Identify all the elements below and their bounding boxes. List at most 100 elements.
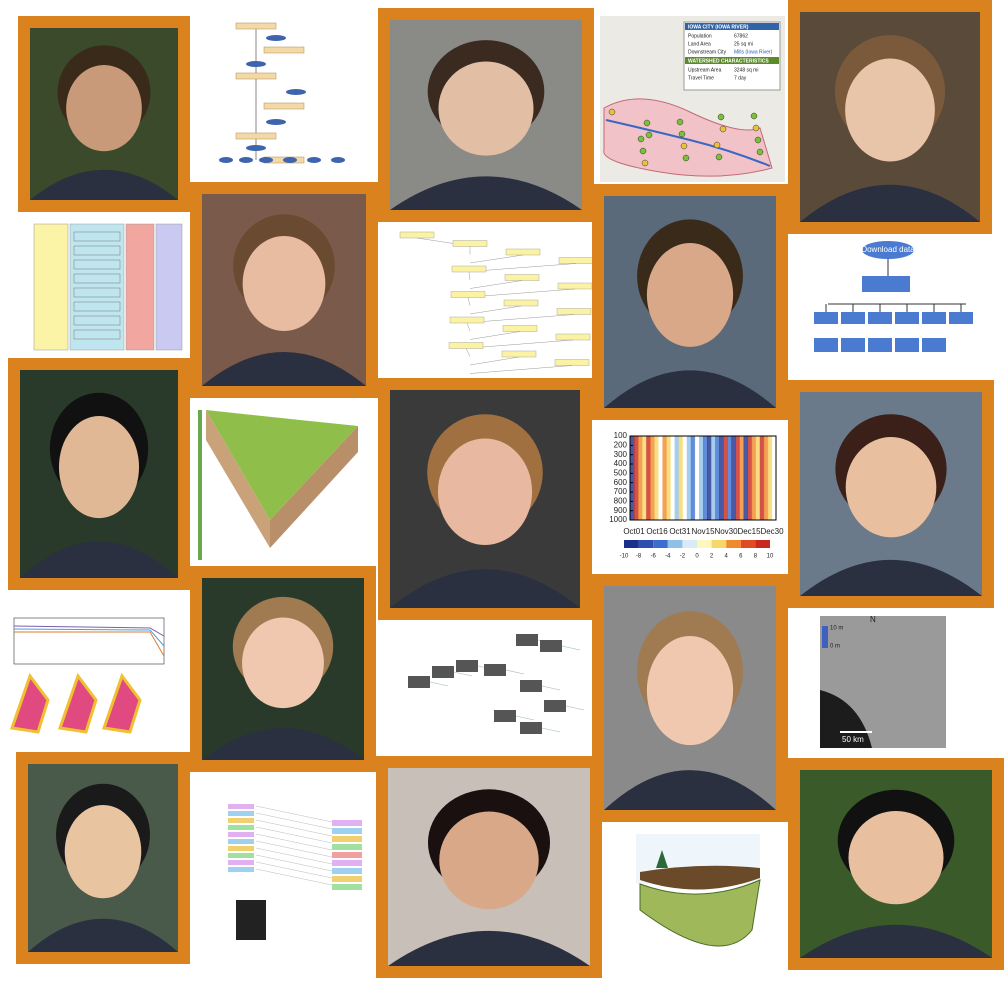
gauge: [717, 113, 725, 121]
step: [228, 832, 254, 837]
label: -10: [620, 554, 629, 560]
column: [125, 223, 155, 351]
step: [332, 836, 362, 842]
heat-cell: [690, 436, 696, 520]
label: Oct31: [669, 527, 691, 536]
connector: [469, 331, 521, 340]
workflow-tile: [814, 241, 973, 352]
cell: [73, 259, 121, 270]
node: [432, 666, 454, 678]
label: 200: [614, 440, 628, 449]
portrait: [592, 184, 788, 420]
face: [845, 437, 937, 538]
heat-cell: [678, 436, 684, 520]
label: 3248 sq mi: [734, 67, 758, 73]
label: Oct01: [623, 527, 645, 536]
connector: [469, 254, 524, 264]
edge: [255, 812, 333, 830]
node: [520, 722, 542, 734]
label: 900: [614, 506, 628, 515]
node: [246, 145, 266, 151]
heat-cell: [715, 436, 720, 520]
label: 800: [614, 496, 628, 505]
node: [494, 710, 516, 722]
heat-cell: [703, 436, 708, 520]
connector: [469, 305, 522, 315]
label: 10 m: [830, 626, 843, 632]
portrait: [16, 752, 190, 964]
heat-cell: [731, 436, 736, 520]
heat-cell: [763, 436, 769, 520]
step: [228, 825, 254, 830]
node: [286, 89, 306, 95]
gauge: [645, 131, 653, 139]
pipeline-tile: [228, 804, 362, 940]
heatmap-tile: [624, 435, 777, 548]
colorbar-cell: [624, 540, 639, 548]
colorbar-cell: [711, 540, 727, 548]
heat-cell: [630, 436, 635, 520]
colorbar-cell: [653, 540, 668, 548]
watershed: [603, 98, 773, 177]
face: [437, 438, 533, 545]
portrait: [788, 380, 994, 608]
edge: [255, 819, 333, 837]
portrait: [378, 378, 592, 620]
step: [332, 852, 362, 858]
heat-cell: [662, 436, 667, 520]
scenario-map: [101, 672, 142, 734]
step: [263, 46, 305, 54]
cell: [73, 273, 121, 284]
label: 7 day: [734, 75, 747, 81]
heat-cell: [755, 436, 761, 520]
portrait: [18, 16, 190, 212]
output: [239, 157, 253, 163]
gauge: [637, 135, 645, 143]
edge: [255, 861, 333, 879]
step: [228, 839, 254, 844]
step: [448, 342, 484, 349]
label: Upstream Area: [688, 67, 722, 73]
scenario-map: [57, 672, 98, 734]
label: 700: [614, 487, 628, 496]
colorbar-cell: [755, 540, 770, 548]
column: [69, 223, 125, 351]
step: [228, 811, 254, 816]
edge: [255, 868, 333, 886]
step: [450, 291, 486, 298]
label: 500: [614, 468, 628, 477]
shoulders: [28, 918, 178, 952]
frame: [13, 617, 165, 665]
shoulders: [202, 727, 364, 760]
heat-cell: [642, 436, 647, 520]
step: [228, 853, 254, 858]
step: [332, 860, 362, 866]
label: 300: [614, 450, 628, 459]
flowchart-tile: [219, 22, 345, 164]
face: [646, 243, 734, 347]
mesh: [639, 879, 761, 947]
connector: [469, 314, 575, 323]
label: 0 m: [830, 644, 840, 650]
face: [438, 61, 534, 156]
step: [235, 132, 277, 140]
edge: [255, 847, 333, 865]
edge: [453, 671, 473, 677]
label: 400: [614, 459, 628, 468]
edge: [255, 833, 333, 851]
portrait: [788, 758, 1004, 970]
node: [484, 664, 506, 676]
step: [235, 72, 277, 80]
heat-cell: [650, 436, 655, 520]
gauge: [643, 119, 651, 127]
node: [408, 676, 430, 688]
label: 8: [754, 554, 758, 560]
label: 2: [710, 554, 714, 560]
tree: [656, 850, 668, 868]
process: [868, 338, 892, 352]
label: Mills (Iowa River): [734, 49, 773, 55]
cell: [73, 287, 121, 298]
gauge: [639, 147, 647, 155]
map-tile: [600, 16, 785, 182]
plot-frame: [629, 435, 777, 521]
